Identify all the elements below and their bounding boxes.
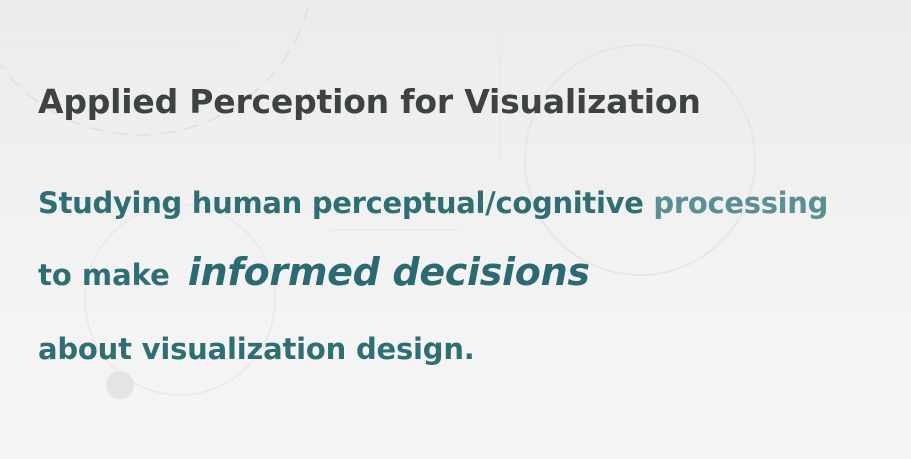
slide-title: Applied Perception for Visualization bbox=[38, 82, 701, 121]
body-line-2: to make informed decisions bbox=[38, 250, 590, 294]
body-line-1-main: Studying human perceptual/cognitive bbox=[38, 186, 654, 220]
emphasis-text: informed decisions bbox=[187, 250, 590, 294]
body-line-2-lead: to make bbox=[38, 258, 170, 292]
body-line-3: about visualization design. bbox=[38, 332, 475, 366]
body-line-1-end: processing bbox=[653, 186, 829, 220]
body-line-1: Studying human perceptual/cognitive proc… bbox=[38, 186, 828, 220]
